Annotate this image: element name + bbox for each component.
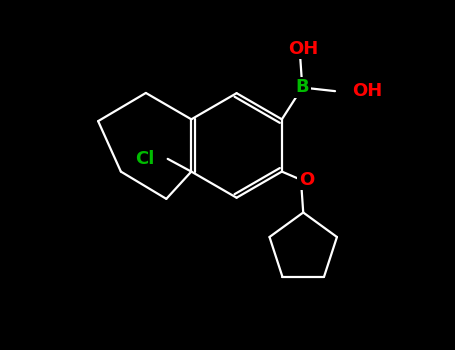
Text: O: O xyxy=(299,171,314,189)
Text: OH: OH xyxy=(352,82,383,100)
Text: B: B xyxy=(295,78,309,97)
Text: Cl: Cl xyxy=(135,150,154,168)
Text: OH: OH xyxy=(288,40,318,58)
